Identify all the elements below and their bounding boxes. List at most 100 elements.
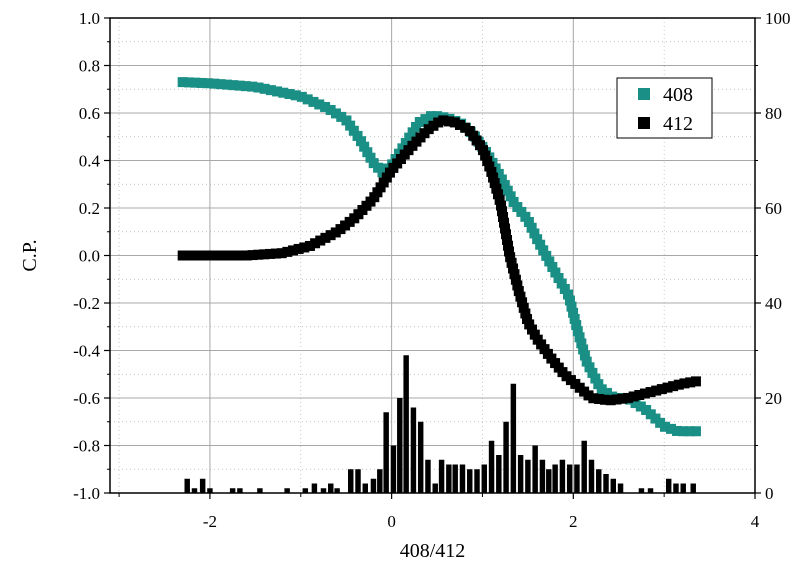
- histogram-bar: [417, 421, 424, 493]
- histogram-bar: [603, 474, 609, 493]
- histogram-bar: [410, 407, 417, 493]
- data-point-412: [486, 166, 497, 177]
- data-point-408: [556, 278, 567, 289]
- data-point-408: [365, 152, 376, 163]
- data-point-408: [505, 191, 516, 202]
- data-point-412: [504, 246, 515, 257]
- data-point-408: [247, 81, 258, 92]
- histogram-bar: [257, 488, 263, 493]
- histogram-bar: [362, 483, 368, 493]
- data-point-408: [404, 132, 415, 143]
- data-point-408: [571, 320, 582, 331]
- data-point-412: [492, 189, 503, 200]
- data-point-412: [310, 238, 321, 249]
- histogram-bar: [397, 398, 403, 493]
- data-point-412: [325, 230, 336, 241]
- data-point-408: [593, 379, 604, 390]
- data-point-412: [639, 388, 650, 399]
- data-point-412: [299, 242, 310, 253]
- data-point-412: [513, 286, 524, 297]
- histogram-bar: [334, 488, 340, 493]
- data-point-408: [553, 273, 564, 284]
- data-point-412: [524, 319, 535, 330]
- data-point-408: [356, 136, 367, 147]
- data-point-408: [400, 137, 411, 148]
- data-point-412: [183, 250, 194, 261]
- x-axis-title: 408/412: [400, 540, 466, 562]
- histogram-bar: [525, 459, 531, 493]
- x-tick-label: 4: [751, 512, 760, 531]
- data-point-412: [265, 248, 276, 259]
- data-point-412: [433, 117, 444, 128]
- data-point-408: [228, 80, 239, 91]
- data-point-408: [568, 307, 579, 318]
- y2-tick-label: 20: [765, 389, 782, 408]
- data-point-408: [259, 83, 270, 94]
- histogram-bar: [673, 483, 679, 493]
- data-point-408: [576, 338, 587, 349]
- legend-swatch-408: [638, 88, 650, 100]
- data-point-412: [594, 393, 605, 404]
- data-point-408: [234, 80, 245, 91]
- data-point-412: [605, 395, 616, 406]
- data-point-412: [502, 234, 513, 245]
- data-point-412: [679, 378, 690, 389]
- y-axis-title: C.P.: [19, 239, 41, 271]
- data-point-412: [651, 385, 662, 396]
- histogram-bar: [237, 488, 243, 493]
- y-tick-label: 1.0: [79, 9, 100, 28]
- x-tick-label: -2: [203, 512, 217, 531]
- histogram-bar: [328, 483, 334, 493]
- data-point-408: [290, 90, 301, 101]
- data-point-412: [656, 384, 667, 395]
- histogram-bar: [229, 488, 236, 493]
- legend-label-408: 408: [663, 84, 693, 106]
- histogram-bar: [355, 469, 361, 493]
- data-point-412: [527, 324, 538, 335]
- histogram-bar: [574, 464, 580, 493]
- data-point-412: [599, 394, 610, 405]
- data-point-412: [529, 329, 540, 340]
- data-point-408: [196, 77, 207, 88]
- data-point-412: [489, 178, 500, 189]
- data-point-412: [276, 248, 287, 259]
- data-point-412: [288, 245, 299, 256]
- x-tick-label: 2: [569, 512, 578, 531]
- histogram-bar: [446, 464, 452, 493]
- data-point-408: [499, 180, 510, 191]
- data-point-408: [584, 362, 595, 373]
- data-point-408: [574, 332, 585, 343]
- data-point-412: [282, 246, 293, 257]
- data-point-412: [690, 376, 701, 387]
- legend-box: [616, 77, 713, 139]
- data-point-408: [520, 211, 531, 222]
- y-tick-label: 0.0: [79, 247, 100, 266]
- histogram-bar: [581, 440, 587, 493]
- data-point-408: [348, 125, 359, 136]
- data-point-412: [496, 200, 507, 211]
- histogram-bar: [199, 478, 206, 493]
- data-point-412: [623, 392, 634, 403]
- x-tick-label: 0: [387, 512, 396, 531]
- data-point-408: [666, 423, 677, 434]
- data-point-408: [684, 426, 695, 437]
- histogram-bar: [438, 459, 445, 493]
- histogram-bar: [377, 469, 383, 493]
- data-point-412: [200, 250, 211, 261]
- histogram-bar: [532, 445, 538, 493]
- data-point-412: [449, 117, 460, 128]
- data-point-408: [265, 85, 276, 96]
- data-point-408: [523, 217, 534, 228]
- data-point-408: [345, 120, 356, 131]
- data-point-408: [508, 196, 519, 207]
- data-point-408: [432, 111, 443, 122]
- histogram-bar: [647, 488, 654, 493]
- histogram-bar: [390, 445, 397, 493]
- data-point-412: [662, 382, 673, 393]
- data-point-408: [407, 127, 418, 138]
- y2-tick-label: 80: [765, 104, 782, 123]
- data-point-412: [518, 302, 529, 313]
- histogram-bar: [474, 469, 480, 493]
- data-point-412: [588, 393, 599, 404]
